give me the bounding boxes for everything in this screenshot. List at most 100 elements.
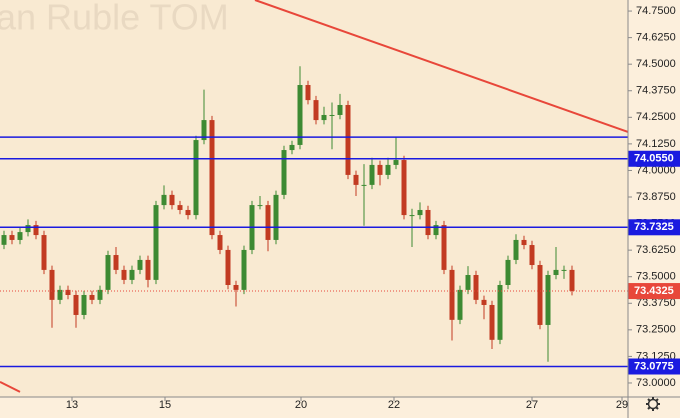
candle-body bbox=[33, 225, 39, 236]
candle-body bbox=[401, 160, 407, 216]
candle-body bbox=[345, 104, 351, 175]
y-tick-label: 73.2500 bbox=[636, 324, 676, 336]
y-tick-label: 73.8750 bbox=[636, 191, 676, 203]
last-price-box bbox=[628, 283, 680, 300]
candle-body bbox=[561, 269, 567, 271]
candle-body bbox=[41, 235, 47, 270]
last-price-label: 73.4325 bbox=[634, 285, 674, 297]
candle-body bbox=[553, 269, 559, 276]
candle-body bbox=[313, 100, 319, 121]
candle-body bbox=[193, 140, 199, 216]
candle-body bbox=[129, 269, 135, 280]
candle-body bbox=[121, 269, 127, 280]
candle-body bbox=[81, 294, 87, 315]
candle-body bbox=[169, 194, 175, 206]
x-tick-label: 22 bbox=[388, 399, 400, 411]
candle-body bbox=[225, 249, 231, 285]
y-tick-label: 73.6250 bbox=[636, 244, 676, 256]
candle-body bbox=[113, 255, 119, 270]
candle-body bbox=[201, 120, 207, 141]
candle-body bbox=[65, 289, 71, 295]
candle-body bbox=[473, 275, 479, 300]
x-tick-label: 20 bbox=[295, 399, 307, 411]
trend-line bbox=[0, 381, 21, 393]
candle-body bbox=[153, 205, 159, 280]
candle-body bbox=[505, 259, 511, 285]
y-tick-label: 73.3750 bbox=[636, 297, 676, 309]
watermark: an Ruble TOM bbox=[0, 0, 229, 38]
candle-body bbox=[73, 294, 79, 315]
candle-body bbox=[273, 194, 279, 240]
candle-body bbox=[49, 269, 55, 300]
candle-body bbox=[321, 114, 327, 121]
axes: 74.7500 74.6250 74.5000 74.3750 74.2500 74.12… bbox=[66, 5, 680, 411]
candle-body bbox=[417, 209, 423, 216]
candle-body bbox=[105, 255, 111, 290]
candle-body bbox=[217, 235, 223, 250]
candle-body bbox=[465, 275, 471, 290]
candle-body bbox=[25, 225, 31, 233]
candle-body bbox=[361, 184, 367, 186]
y-tick-label: 73.0000 bbox=[636, 377, 676, 389]
candle-body bbox=[233, 284, 239, 290]
candle-body bbox=[545, 275, 551, 325]
candle-body bbox=[481, 299, 487, 305]
candle-body bbox=[177, 205, 183, 210]
candle-body bbox=[433, 225, 439, 236]
candle-body bbox=[185, 209, 191, 216]
candle-body bbox=[1, 235, 7, 245]
candle-body bbox=[385, 164, 391, 175]
candle-body bbox=[497, 284, 503, 340]
plot bbox=[0, 0, 628, 393]
y-tick-label: 74.6250 bbox=[636, 32, 676, 44]
candle-body bbox=[305, 85, 311, 101]
candle-body bbox=[425, 209, 431, 236]
candle-body bbox=[521, 239, 527, 246]
candle-body bbox=[289, 144, 295, 151]
x-tick-label: 13 bbox=[66, 399, 78, 411]
candle-body bbox=[257, 205, 263, 207]
level-label: 73.7325 bbox=[634, 221, 674, 233]
y-tick-label: 74.0000 bbox=[636, 164, 676, 176]
candle-body bbox=[529, 245, 535, 266]
candle-body bbox=[377, 164, 383, 175]
candle-body bbox=[513, 239, 519, 260]
candle-body bbox=[353, 174, 359, 185]
level-label: 73.0775 bbox=[634, 360, 674, 372]
candle-body bbox=[265, 205, 271, 240]
candle-body bbox=[17, 232, 23, 240]
x-tick-label: 15 bbox=[159, 399, 171, 411]
level-label-box bbox=[628, 219, 680, 236]
level-label: 74.0550 bbox=[634, 153, 674, 165]
y-tick-label: 74.2500 bbox=[636, 111, 676, 123]
candle-body bbox=[537, 265, 543, 325]
y-tick-label: 74.1250 bbox=[636, 138, 676, 150]
plot-area bbox=[0, 0, 628, 397]
candle-body bbox=[209, 120, 215, 236]
settings-icon[interactable] bbox=[646, 397, 660, 411]
x-tick-label: 29 bbox=[616, 399, 628, 411]
candle-body bbox=[329, 114, 335, 116]
trend-line bbox=[254, 0, 628, 133]
candle-body bbox=[449, 269, 455, 320]
y-tick-label: 74.5000 bbox=[636, 58, 676, 70]
x-tick-label: 27 bbox=[526, 399, 538, 411]
candle-body bbox=[57, 289, 63, 300]
candle-body bbox=[281, 150, 287, 195]
candle-body bbox=[337, 104, 343, 115]
candle-body bbox=[409, 215, 415, 217]
y-tick-label: 74.3750 bbox=[636, 85, 676, 97]
candle-body bbox=[393, 160, 399, 165]
candle-body bbox=[97, 289, 103, 300]
candle-body bbox=[145, 259, 151, 280]
candle-body bbox=[569, 269, 575, 292]
candle-body bbox=[489, 304, 495, 340]
level-label-box bbox=[628, 358, 680, 375]
y-tick-label: 73.5000 bbox=[636, 271, 676, 283]
level-label-box bbox=[628, 150, 680, 167]
candle-body bbox=[297, 85, 303, 145]
candle-body bbox=[241, 249, 247, 290]
candle-body bbox=[369, 164, 375, 185]
candle-body bbox=[441, 225, 447, 270]
